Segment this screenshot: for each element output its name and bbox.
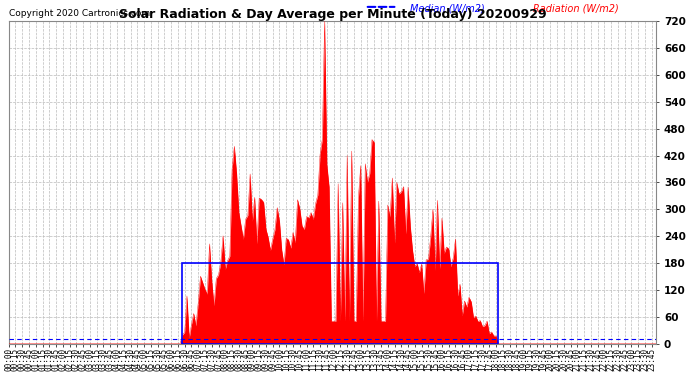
Title: Solar Radiation & Day Average per Minute (Today) 20200929: Solar Radiation & Day Average per Minute…: [119, 8, 546, 21]
Text: Median (W/m2): Median (W/m2): [411, 3, 485, 13]
Text: Radiation (W/m2): Radiation (W/m2): [533, 3, 619, 13]
Bar: [182, 263, 498, 344]
Text: Copyright 2020 Cartronics.com: Copyright 2020 Cartronics.com: [9, 9, 150, 18]
